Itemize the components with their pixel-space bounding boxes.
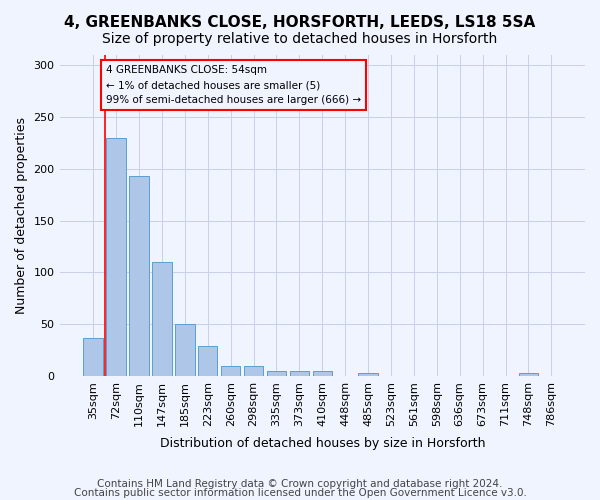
Bar: [152, 262, 172, 376]
Bar: [358, 373, 378, 376]
Text: Contains HM Land Registry data © Crown copyright and database right 2024.: Contains HM Land Registry data © Crown c…: [97, 479, 503, 489]
Bar: [175, 324, 194, 376]
X-axis label: Distribution of detached houses by size in Horsforth: Distribution of detached houses by size …: [160, 437, 485, 450]
Bar: [221, 366, 241, 376]
Bar: [198, 346, 217, 376]
Text: Size of property relative to detached houses in Horsforth: Size of property relative to detached ho…: [103, 32, 497, 46]
Bar: [106, 138, 126, 376]
Bar: [129, 176, 149, 376]
Bar: [519, 373, 538, 376]
Text: 4 GREENBANKS CLOSE: 54sqm
← 1% of detached houses are smaller (5)
99% of semi-de: 4 GREENBANKS CLOSE: 54sqm ← 1% of detach…: [106, 66, 361, 105]
Text: 4, GREENBANKS CLOSE, HORSFORTH, LEEDS, LS18 5SA: 4, GREENBANKS CLOSE, HORSFORTH, LEEDS, L…: [64, 15, 536, 30]
Bar: [313, 370, 332, 376]
Bar: [267, 370, 286, 376]
Bar: [244, 366, 263, 376]
Bar: [83, 338, 103, 376]
Y-axis label: Number of detached properties: Number of detached properties: [15, 117, 28, 314]
Text: Contains public sector information licensed under the Open Government Licence v3: Contains public sector information licen…: [74, 488, 526, 498]
Bar: [290, 370, 309, 376]
